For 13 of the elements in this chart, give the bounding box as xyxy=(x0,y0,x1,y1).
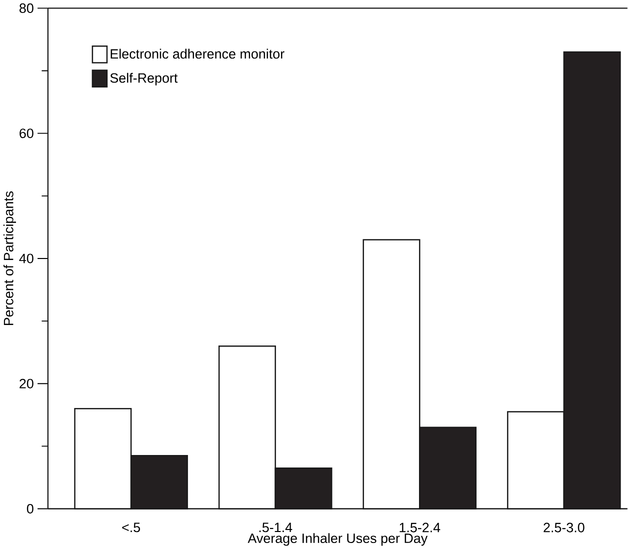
y-tick-label: 20 xyxy=(20,378,34,388)
y-axis-title: Percent of Participants xyxy=(3,191,16,325)
x-axis-title: Average Inhaler Uses per Day xyxy=(248,533,428,546)
y-tick-label: 80 xyxy=(20,3,34,13)
x-tick-label: 1.5-2.4 xyxy=(400,522,440,532)
y-tick-label: 60 xyxy=(20,128,34,138)
legend-label: Electronic adherence monitor xyxy=(110,48,284,59)
x-tick-label: 2.5-3.0 xyxy=(544,522,584,532)
x-tick-label: <.5 xyxy=(122,522,140,532)
legend-label: Self-Report xyxy=(110,72,178,86)
y-tick-label: 0 xyxy=(26,504,34,514)
y-tick-label: 40 xyxy=(19,254,34,264)
x-tick-label: .5-1.4 xyxy=(259,522,292,532)
